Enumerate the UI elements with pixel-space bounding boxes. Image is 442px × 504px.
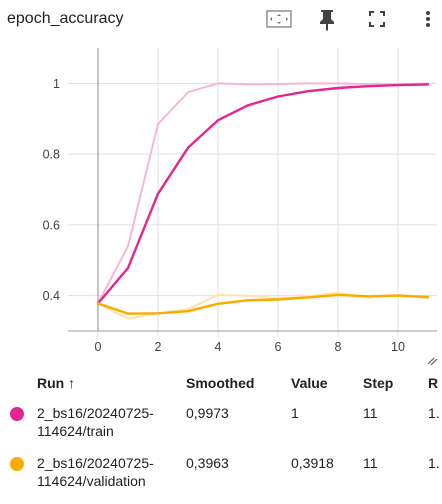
run-color-dot [10, 457, 24, 471]
run-color-dot [10, 407, 24, 421]
run-column-header[interactable]: Run ↑ [37, 375, 75, 391]
raw-value: 0,3918 [291, 454, 334, 472]
value-column-header[interactable]: Value [291, 375, 328, 391]
y-tick-label: 0.8 [43, 148, 60, 162]
plot-lines [98, 83, 428, 318]
raw-value: 1 [291, 404, 299, 422]
fullscreen-icon[interactable] [364, 6, 390, 32]
step-value: 11 [363, 404, 378, 422]
x-tick-label: 6 [275, 340, 282, 354]
step-value: 11 [363, 454, 378, 472]
run-name: 2_bs16/20240725- 114624/train [37, 404, 187, 440]
y-tick-label: 0.6 [43, 218, 60, 232]
table-row[interactable]: 2_bs16/20240725- 114624/train 0,9973 1 1… [0, 404, 442, 454]
smoothed-column-header[interactable]: Smoothed [186, 375, 254, 391]
table-row[interactable]: 2_bs16/20240725- 114624/validation 0,396… [0, 454, 442, 504]
smoothed-value: 0,9973 [186, 404, 229, 422]
step-column-header[interactable]: Step [363, 375, 393, 391]
relative-column-header[interactable]: R [428, 375, 438, 391]
y-tick-label: 0.4 [43, 289, 60, 303]
line-chart[interactable]: 0 2 4 6 8 10 0.4 0.6 0.8 1 [0, 44, 442, 366]
resize-handle-icon[interactable] [428, 358, 437, 365]
x-tick-label: 2 [155, 340, 162, 354]
more-vert-icon[interactable] [418, 6, 438, 32]
relative-value: 1. [428, 404, 440, 422]
smoothed-series-line [98, 84, 428, 303]
sort-arrow-up-icon: ↑ [68, 375, 75, 391]
grid [68, 48, 437, 337]
x-tick-label: 4 [215, 340, 222, 354]
x-tick-label: 8 [335, 340, 342, 354]
smoothed-value: 0,3963 [186, 454, 229, 472]
chart-title: epoch_accuracy [7, 10, 124, 28]
run-header-label: Run [37, 375, 64, 391]
axes [68, 48, 437, 331]
run-name: 2_bs16/20240725- 114624/validation [37, 454, 187, 490]
y-tick-label: 1 [53, 77, 60, 91]
fit-domain-icon[interactable] [266, 6, 292, 32]
pin-icon[interactable] [314, 6, 340, 32]
x-tick-label: 10 [391, 340, 405, 354]
raw-series-line [98, 83, 428, 303]
x-tick-label: 0 [95, 340, 102, 354]
card-header: epoch_accuracy [0, 0, 442, 44]
relative-value: 1. [428, 454, 440, 472]
